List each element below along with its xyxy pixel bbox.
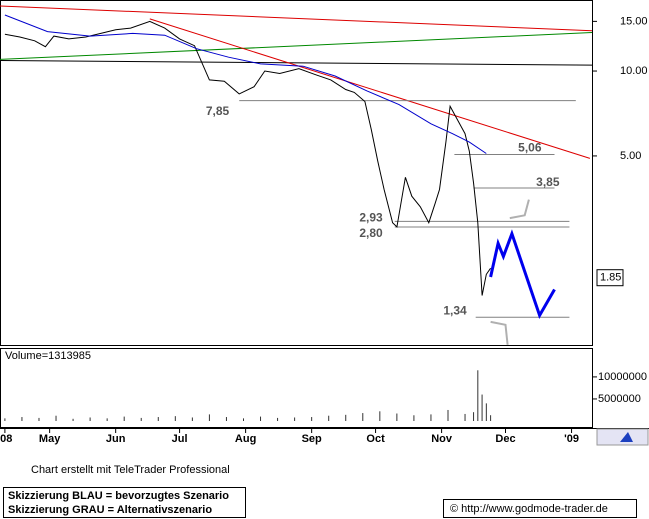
level-label: 3,85 (536, 175, 560, 189)
x-tick-label: Oct (366, 433, 385, 445)
level-label: 5,06 (518, 141, 542, 155)
x-tick-label: May (39, 433, 61, 445)
icon-box (596, 428, 649, 446)
trend-line (0, 60, 593, 66)
trend-line (149, 18, 591, 159)
scenario (489, 229, 556, 320)
level-label: 2,80 (359, 226, 383, 240)
price-line (4, 20, 492, 296)
trend-line (0, 32, 593, 60)
scenario (490, 320, 509, 345)
level-label: 2,93 (359, 211, 383, 225)
icon (620, 432, 633, 442)
x-tick-label: Aug (235, 433, 256, 445)
source-box (443, 499, 637, 518)
x-tick-label: '08 (0, 433, 12, 445)
price-line (4, 14, 487, 154)
source: © http://www.godmode-trader.de (450, 503, 608, 515)
x-tick-label: Jul (172, 433, 188, 445)
y-tick-label: 5.00 (620, 150, 641, 162)
level-label: 1,34 (443, 303, 467, 317)
scenario (509, 199, 530, 220)
credit: Chart erstellt mit TeleTrader Profession… (31, 464, 230, 476)
legend-gray: Skizzierung GRAU = Alternativszenario (8, 504, 212, 516)
volume-title: Volume=1313985 (5, 350, 91, 362)
last-price-box (596, 269, 624, 287)
volume-tick-label: 10000000 (598, 371, 647, 383)
x-tick-label: Dec (495, 433, 515, 445)
price-panel (0, 0, 593, 346)
trend-line (0, 5, 593, 32)
y-tick-label: 15.00 (620, 15, 648, 27)
y-tick-label: 10.00 (620, 65, 648, 77)
level-label: 7,85 (206, 104, 230, 118)
legend-box (3, 487, 246, 518)
x-tick-label: Sep (302, 433, 322, 445)
x-tick-label: Nov (431, 433, 453, 445)
x-tick-label: Jun (106, 433, 126, 445)
volume-tick-label: 5000000 (598, 393, 641, 405)
volume-panel (0, 348, 593, 428)
legend-blue: Skizzierung BLAU = bevorzugtes Szenario (8, 490, 229, 502)
x-tick-label: '09 (564, 433, 579, 445)
last-price: 1.85 (600, 272, 621, 284)
